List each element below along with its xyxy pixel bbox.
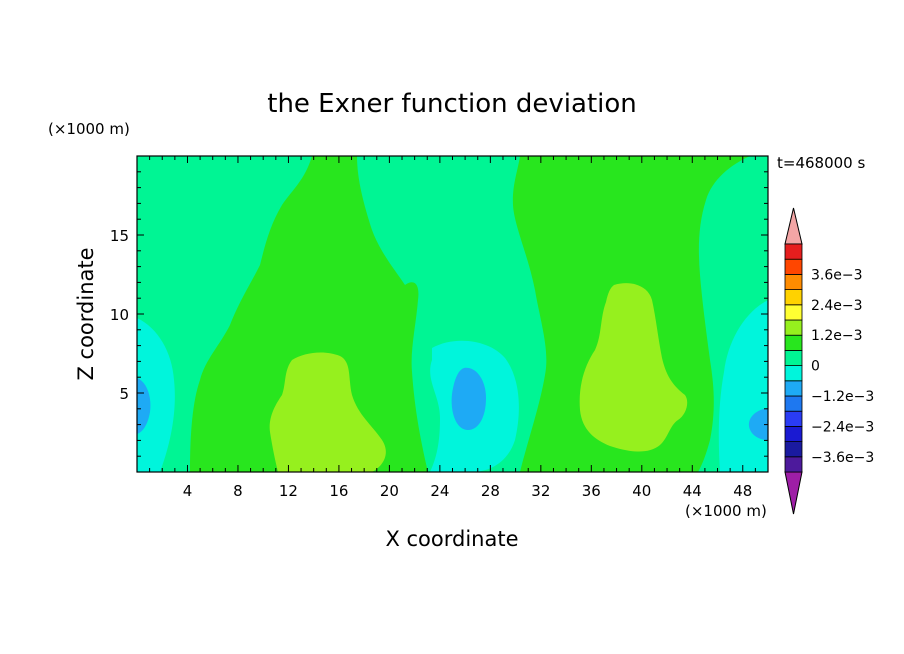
x-tick-label: 36 xyxy=(582,482,601,500)
x-tick-label: 20 xyxy=(380,482,399,500)
z-tick-label: 15 xyxy=(110,227,129,245)
colorbar-segment xyxy=(784,425,803,442)
x-tick-label: 44 xyxy=(683,482,702,500)
colorbar-segment xyxy=(784,273,803,290)
x-tick-label: 24 xyxy=(430,482,449,500)
z-axis-title: Z coordinate xyxy=(74,247,98,380)
colorbar-segment xyxy=(784,395,803,412)
colorbar-over-arrow xyxy=(784,207,803,245)
x-tick-label: 4 xyxy=(183,482,193,500)
colorbar-segment xyxy=(784,456,803,473)
z-tick-label: 5 xyxy=(119,385,129,403)
x-tick-label: 40 xyxy=(632,482,651,500)
x-axis-ticks: 4 8 12 16 20 24 28 32 36 40 44 48 xyxy=(149,156,756,500)
colorbar-tick-label: 2.4e−3 xyxy=(811,298,863,314)
z-tick-label: 10 xyxy=(110,306,129,324)
x-tick-label: 28 xyxy=(481,482,500,500)
colorbar-segment xyxy=(784,289,803,306)
positive-core-right xyxy=(579,283,688,452)
colorbar-segment xyxy=(784,258,803,275)
positive-band-left xyxy=(190,156,428,472)
colorbar-segment xyxy=(784,349,803,366)
z-unit-label: (×1000 m) xyxy=(48,120,130,138)
colorbar-under-arrow xyxy=(784,471,803,515)
colorbar-segment xyxy=(784,304,803,321)
x-tick-label: 32 xyxy=(531,482,550,500)
z-axis-ticks: 5 10 15 xyxy=(110,171,768,457)
colorbar-tick-label: 1.2e−3 xyxy=(811,328,863,344)
colorbar-tick-label: −3.6e−3 xyxy=(811,450,874,466)
x-tick-label: 16 xyxy=(329,482,348,500)
negative-core-center xyxy=(451,367,486,430)
time-label: t=468000 s xyxy=(777,154,865,172)
negative-region-left xyxy=(137,318,175,472)
x-tick-label: 48 xyxy=(733,482,752,500)
x-unit-label: (×1000 m) xyxy=(685,502,767,520)
x-tick-label: 8 xyxy=(233,482,243,500)
positive-core-left xyxy=(269,352,386,472)
colorbar-segment xyxy=(784,243,803,260)
colorbar-segment xyxy=(784,334,803,351)
colorbar: 3.6e−3 2.4e−3 1.2e−3 0 −1.2e−3 −2.4e−3 −3.6e−3 xyxy=(784,207,874,515)
colorbar-segment xyxy=(784,319,803,336)
negative-core-left xyxy=(137,378,151,434)
x-axis-title: X coordinate xyxy=(385,527,518,551)
colorbar-segment xyxy=(784,410,803,427)
colorbar-tick-label: −2.4e−3 xyxy=(811,419,874,435)
chart-title: the Exner function deviation xyxy=(267,89,637,119)
colorbar-segment xyxy=(784,380,803,397)
colorbar-tick-label: 0 xyxy=(811,359,820,375)
colorbar-tick-label: −1.2e−3 xyxy=(811,389,874,405)
colorbar-segment xyxy=(784,365,803,382)
x-tick-label: 12 xyxy=(279,482,298,500)
contour-field xyxy=(137,156,768,472)
colorbar-segment xyxy=(784,441,803,458)
colorbar-tick-label: 3.6e−3 xyxy=(811,267,863,283)
negative-core-right xyxy=(748,408,768,440)
